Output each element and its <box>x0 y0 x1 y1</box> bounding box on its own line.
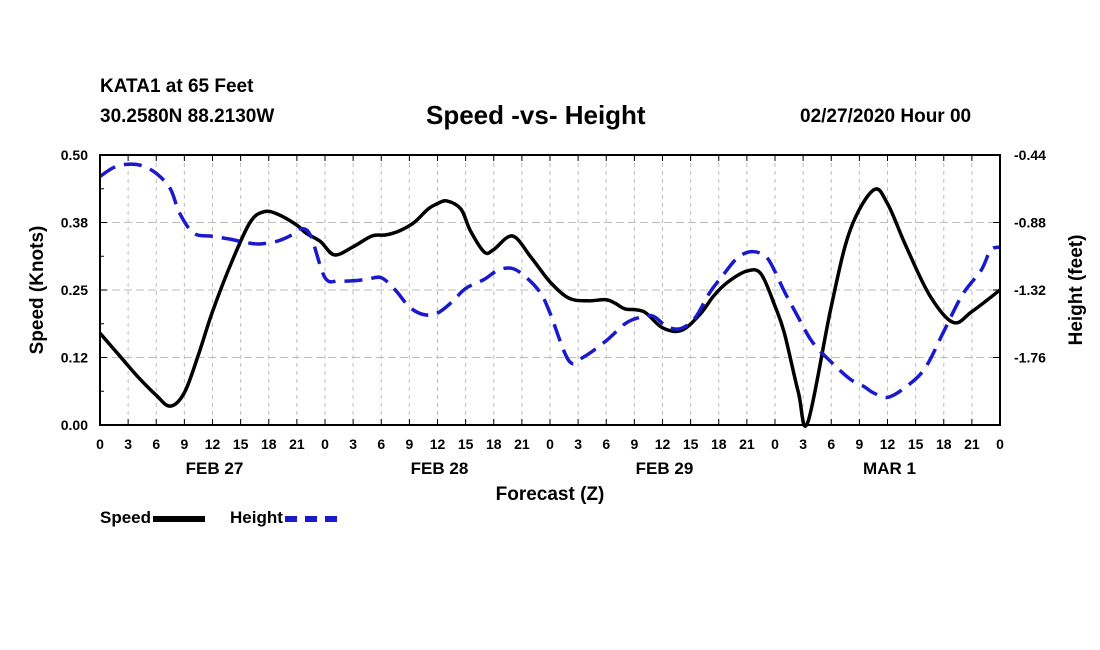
series-lines <box>98 162 1002 428</box>
x-tick-label: 3 <box>349 436 357 452</box>
x-tick-label: 15 <box>683 436 699 452</box>
x-tick-label: 0 <box>546 436 554 452</box>
x-tick-label: 21 <box>739 436 755 452</box>
x-day-label: FEB 28 <box>411 459 469 478</box>
legend-height-label: Height <box>230 508 283 527</box>
y-tick-label: 0.50 <box>61 147 88 163</box>
x-tick-label: 6 <box>602 436 610 452</box>
legend-speed-label: Speed <box>100 508 152 527</box>
x-tick-label: 0 <box>321 436 329 452</box>
x-tick-label: 21 <box>289 436 305 452</box>
x-tick-label: 6 <box>152 436 160 452</box>
x-tick-label: 0 <box>996 436 1004 452</box>
x-tick-label: 6 <box>377 436 385 452</box>
x-tick-label: 21 <box>514 436 530 452</box>
x-tick-label: 6 <box>827 436 835 452</box>
coordinates-label: 30.2580N 88.2130W <box>100 106 275 127</box>
grid <box>100 155 1000 425</box>
chart-title: Speed -vs- Height <box>426 100 646 130</box>
run-time-label: 02/27/2020 Hour 00 <box>800 106 972 127</box>
x-tick-label: 21 <box>964 436 980 452</box>
x-day-label: FEB 27 <box>186 459 244 478</box>
x-tick-label: 0 <box>96 436 104 452</box>
y-tick-label: 0.25 <box>61 282 88 298</box>
x-tick-label: 9 <box>180 436 188 452</box>
y2-tick-label: -1.32 <box>1014 282 1046 298</box>
x-tick-label: 12 <box>880 436 896 452</box>
x-tick-label: 12 <box>655 436 671 452</box>
y2-tick-label: -0.88 <box>1014 215 1046 231</box>
x-tick-label: 9 <box>855 436 863 452</box>
x-tick-label: 12 <box>430 436 446 452</box>
y2-axis-label: Height (feet) <box>1066 235 1087 346</box>
axis-ticks: 0 3 6 9 12 15 18 21 0 3 6 9 12 15 18 21 0 3 6 9 12 15 18 21 0 3 6 9… <box>61 147 1046 478</box>
x-tick-label: 3 <box>124 436 132 452</box>
x-tick-label: 9 <box>405 436 413 452</box>
x-tick-label: 18 <box>711 436 727 452</box>
x-tick-label: 12 <box>205 436 221 452</box>
x-tick-label: 15 <box>233 436 249 452</box>
y2-tick-label: -1.76 <box>1014 350 1046 366</box>
legend-speed-swatch <box>153 515 206 522</box>
y-axis-label: Speed (Knots) <box>27 226 48 355</box>
y-tick-label: 0.38 <box>61 215 88 231</box>
legend-height: Height <box>230 508 337 528</box>
legend-speed: Speed <box>100 508 206 528</box>
series-line-height <box>98 162 1001 400</box>
x-day-label: FEB 29 <box>636 459 694 478</box>
y-tick-label: 0.12 <box>61 350 88 366</box>
x-axis-label: Forecast (Z) <box>496 484 605 505</box>
x-tick-label: 18 <box>261 436 277 452</box>
x-tick-label: 15 <box>908 436 924 452</box>
x-tick-label: 0 <box>771 436 779 452</box>
x-tick-label: 3 <box>799 436 807 452</box>
x-tick-label: 18 <box>486 436 502 452</box>
x-tick-label: 18 <box>936 436 952 452</box>
x-tick-label: 15 <box>458 436 474 452</box>
series-line-speed <box>98 187 1002 428</box>
station-label: KATA1 at 65 Feet <box>100 76 254 97</box>
x-day-label: MAR 1 <box>863 459 916 478</box>
legend-height-swatch <box>284 515 337 522</box>
y2-tick-label: -0.44 <box>1014 147 1046 163</box>
x-tick-label: 3 <box>574 436 582 452</box>
x-tick-label: 9 <box>630 436 638 452</box>
y-tick-label: 0.00 <box>61 417 88 433</box>
